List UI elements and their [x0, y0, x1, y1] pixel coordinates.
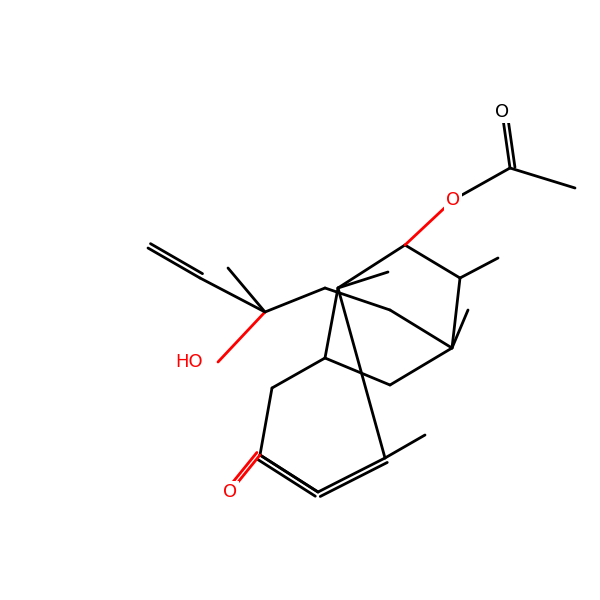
Text: HO: HO: [175, 353, 203, 371]
Text: O: O: [446, 191, 460, 209]
Text: O: O: [223, 483, 237, 501]
Text: O: O: [495, 103, 509, 121]
